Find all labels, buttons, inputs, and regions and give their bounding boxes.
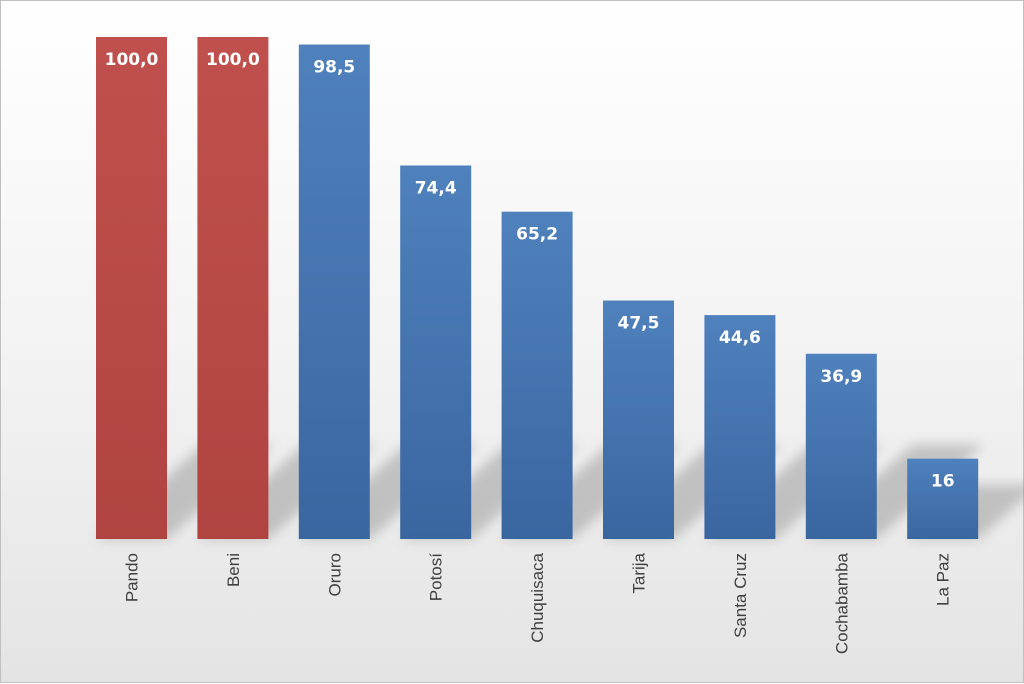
tick-label-santa-cruz: Santa Cruz [731, 553, 750, 638]
data-label-la-paz: 16 [931, 472, 955, 492]
bar-la-paz [907, 458, 979, 539]
bar-beni [197, 37, 269, 539]
tick-label-cochabamba: Cochabamba [832, 552, 851, 654]
data-label-chuquisaca: 65,2 [516, 225, 558, 245]
bars [96, 37, 979, 540]
tick-label-pando: Pando [123, 553, 142, 602]
tick-label-la-paz: La Paz [934, 553, 953, 606]
tick-label-potosi: Potosí [427, 553, 446, 601]
tick-label-oruro: Oruro [325, 553, 344, 596]
tick-label-beni: Beni [224, 553, 243, 587]
bar-pando [96, 37, 167, 539]
data-label-potosi: 74,4 [415, 179, 457, 199]
category-axis: Pando Beni Oruro Potosí Chuquisaca Tarija Sant… [123, 552, 953, 654]
data-label-beni: 100,0 [206, 50, 260, 70]
bar-cochabamba [805, 353, 877, 539]
data-label-santa-cruz: 44,6 [719, 328, 761, 348]
data-labels: 100,0 100,0 98,5 74,4 65,2 47,5 44,6 36,9 16 [105, 50, 955, 492]
bar-oruro [298, 44, 370, 539]
tick-label-chuquisaca: Chuquisaca [528, 552, 547, 642]
tick-label-tarija: Tarija [630, 552, 649, 593]
bar-tarija [603, 300, 674, 539]
bar-potosi [400, 165, 472, 539]
bar-chuquisaca [501, 211, 573, 540]
data-label-pando: 100,0 [105, 50, 159, 70]
data-label-oruro: 98,5 [313, 58, 355, 78]
data-label-tarija: 47,5 [618, 314, 660, 334]
data-label-cochabamba: 36,9 [820, 367, 862, 387]
bar-santa-cruz [704, 315, 776, 539]
